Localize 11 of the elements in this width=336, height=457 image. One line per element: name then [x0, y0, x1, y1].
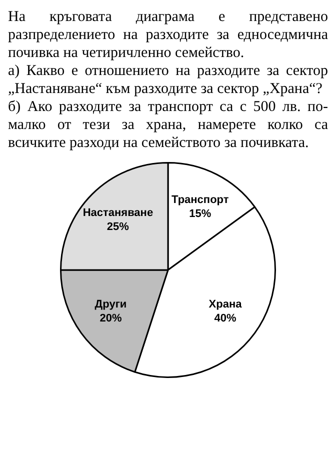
data-label: 25%	[106, 220, 130, 233]
data-label: 40%	[214, 312, 236, 325]
text: б) Ако разходите за транспорт са с 500 лв. по-малко от тези за храна, намерете колко са всичките разходи на семейството за почивката.	[8, 98, 328, 152]
text: а) Какво е отношението на разходите за сектор „Настаняване“ към разходите за сектор „Храна“?	[8, 62, 328, 98]
chart-title: На кръговата диаграма е представено разпределението на разходите за едноседмична почивка на четиричленно семейство.	[8, 8, 328, 62]
slice-label: Храна	[208, 298, 243, 311]
data-label: 15%	[189, 208, 212, 220]
slice-label: Други	[94, 298, 127, 311]
data-label: 20%	[100, 312, 122, 325]
slice-label: Настаняване	[82, 206, 154, 219]
slice-label: Транспорт	[172, 194, 230, 206]
